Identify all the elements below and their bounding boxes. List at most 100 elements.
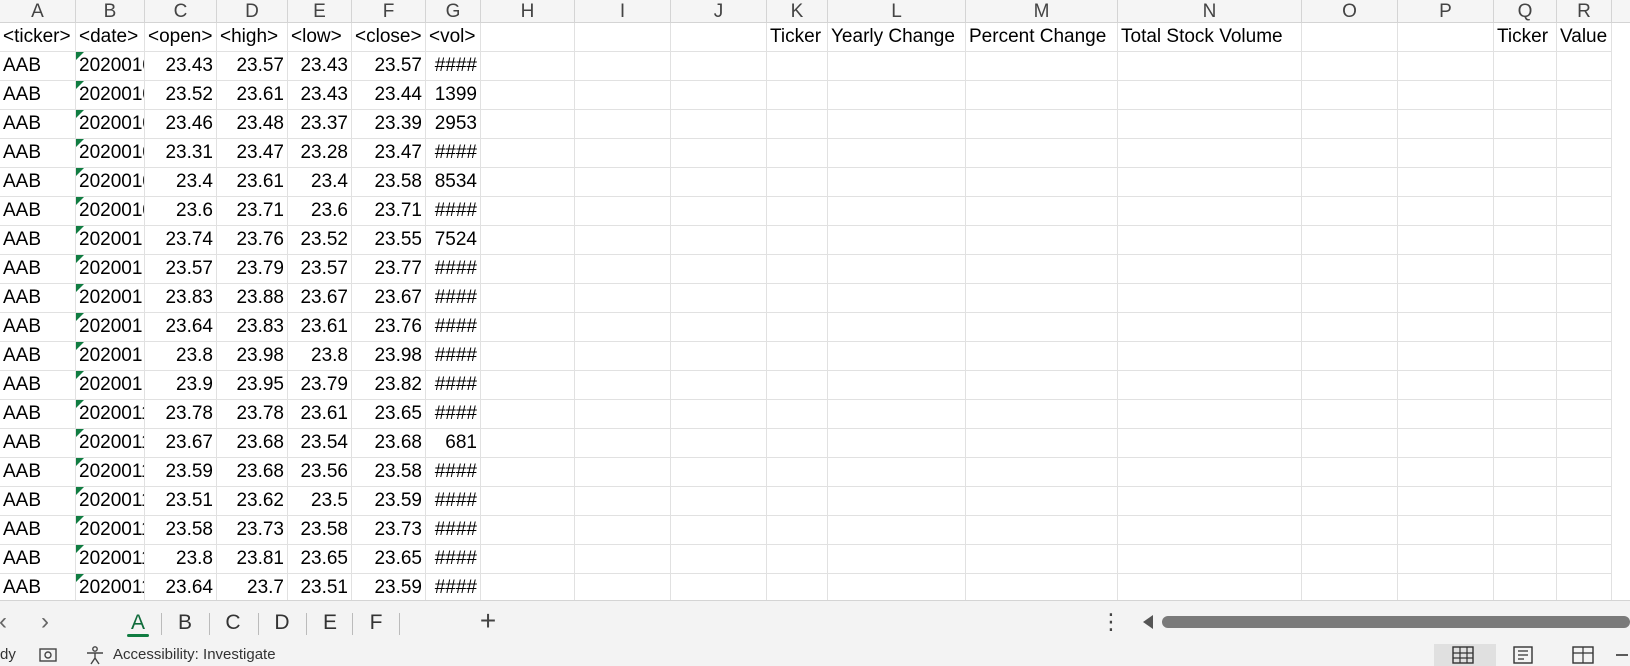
cell-p[interactable] xyxy=(1398,342,1494,371)
cell-q[interactable] xyxy=(1494,429,1557,458)
cell-b[interactable]: 2020011 xyxy=(76,574,145,600)
cell-p[interactable] xyxy=(1398,545,1494,574)
cell-h[interactable] xyxy=(481,400,575,429)
cell-r[interactable] xyxy=(1557,284,1612,313)
cell-l[interactable] xyxy=(828,255,966,284)
cell-n[interactable] xyxy=(1118,313,1302,342)
cell-g[interactable]: 1399 xyxy=(426,81,481,110)
cell-b[interactable]: 202001 xyxy=(76,284,145,313)
cell-c[interactable]: 23.31 xyxy=(145,139,217,168)
cell-g[interactable]: #### xyxy=(426,255,481,284)
cell-h[interactable] xyxy=(481,284,575,313)
cell-c[interactable]: 23.46 xyxy=(145,110,217,139)
cell-k[interactable] xyxy=(767,516,828,545)
cell-f[interactable]: 23.82 xyxy=(352,371,426,400)
cell-c[interactable]: 23.64 xyxy=(145,574,217,600)
column-header-d[interactable]: D xyxy=(217,0,288,23)
cell-j[interactable] xyxy=(671,400,767,429)
cell-q[interactable] xyxy=(1494,226,1557,255)
more-options-icon[interactable]: ⋮ xyxy=(1100,609,1122,634)
cell-b[interactable]: 202001 xyxy=(76,255,145,284)
cell-k[interactable] xyxy=(767,371,828,400)
cell-d[interactable]: 23.83 xyxy=(217,313,288,342)
cell-c[interactable]: <open> xyxy=(145,23,217,52)
cell-i[interactable] xyxy=(575,342,671,371)
cell-q[interactable] xyxy=(1494,81,1557,110)
cell-b[interactable]: 2020011 xyxy=(76,487,145,516)
cell-b[interactable]: 2020010 xyxy=(76,197,145,226)
cell-m[interactable] xyxy=(966,197,1118,226)
cell-b[interactable]: 2020011 xyxy=(76,458,145,487)
column-header-n[interactable]: N xyxy=(1118,0,1302,23)
cell-k[interactable] xyxy=(767,574,828,600)
cell-o[interactable] xyxy=(1302,226,1398,255)
page-layout-view-icon[interactable] xyxy=(1512,646,1534,664)
cell-n[interactable] xyxy=(1118,52,1302,81)
cell-g[interactable]: 2953 xyxy=(426,110,481,139)
cell-f[interactable]: 23.58 xyxy=(352,168,426,197)
cell-a[interactable]: AAB xyxy=(0,197,76,226)
cell-d[interactable]: 23.81 xyxy=(217,545,288,574)
cell-q[interactable] xyxy=(1494,545,1557,574)
cell-r[interactable] xyxy=(1557,255,1612,284)
cell-g[interactable]: #### xyxy=(426,342,481,371)
cell-b[interactable]: 2020010 xyxy=(76,110,145,139)
cell-f[interactable]: 23.55 xyxy=(352,226,426,255)
cell-l[interactable] xyxy=(828,139,966,168)
cell-e[interactable]: 23.51 xyxy=(288,574,352,600)
cell-m[interactable] xyxy=(966,313,1118,342)
cell-i[interactable] xyxy=(575,197,671,226)
cell-o[interactable] xyxy=(1302,139,1398,168)
sheet-tab-b[interactable]: B xyxy=(177,611,192,634)
cell-n[interactable] xyxy=(1118,110,1302,139)
cell-i[interactable] xyxy=(575,226,671,255)
cell-e[interactable]: 23.79 xyxy=(288,371,352,400)
cell-d[interactable]: 23.57 xyxy=(217,52,288,81)
cell-g[interactable]: #### xyxy=(426,139,481,168)
cell-c[interactable]: 23.67 xyxy=(145,429,217,458)
column-header-f[interactable]: F xyxy=(352,0,426,23)
cell-a[interactable]: AAB xyxy=(0,371,76,400)
cell-m[interactable]: Percent Change xyxy=(966,23,1118,52)
cell-q[interactable] xyxy=(1494,197,1557,226)
cell-j[interactable] xyxy=(671,139,767,168)
cell-o[interactable] xyxy=(1302,168,1398,197)
cell-b[interactable]: 2020010 xyxy=(76,81,145,110)
cell-d[interactable]: 23.48 xyxy=(217,110,288,139)
cell-q[interactable] xyxy=(1494,487,1557,516)
cell-q[interactable] xyxy=(1494,255,1557,284)
cell-e[interactable]: 23.8 xyxy=(288,342,352,371)
cell-a[interactable]: AAB xyxy=(0,574,76,600)
cell-c[interactable]: 23.83 xyxy=(145,284,217,313)
cell-j[interactable] xyxy=(671,487,767,516)
column-header-g[interactable]: G xyxy=(426,0,481,23)
cell-q[interactable] xyxy=(1494,371,1557,400)
cell-b[interactable]: 2020011 xyxy=(76,400,145,429)
cell-n[interactable] xyxy=(1118,255,1302,284)
cell-a[interactable]: AAB xyxy=(0,545,76,574)
column-header-p[interactable]: P xyxy=(1398,0,1494,23)
cell-r[interactable] xyxy=(1557,458,1612,487)
cell-r[interactable] xyxy=(1557,226,1612,255)
cell-p[interactable] xyxy=(1398,429,1494,458)
cell-k[interactable] xyxy=(767,197,828,226)
cell-l[interactable]: Yearly Change xyxy=(828,23,966,52)
cell-d[interactable]: 23.78 xyxy=(217,400,288,429)
page-break-view-icon[interactable] xyxy=(1572,646,1594,664)
cell-h[interactable] xyxy=(481,545,575,574)
cell-b[interactable]: 2020011 xyxy=(76,429,145,458)
cell-k[interactable] xyxy=(767,226,828,255)
cell-l[interactable] xyxy=(828,284,966,313)
cell-e[interactable]: 23.61 xyxy=(288,400,352,429)
cell-o[interactable] xyxy=(1302,23,1398,52)
cell-b[interactable]: 2020011 xyxy=(76,545,145,574)
cell-n[interactable] xyxy=(1118,516,1302,545)
cell-d[interactable]: 23.61 xyxy=(217,81,288,110)
cell-c[interactable]: 23.8 xyxy=(145,545,217,574)
cell-m[interactable] xyxy=(966,139,1118,168)
cell-n[interactable] xyxy=(1118,139,1302,168)
cell-g[interactable]: #### xyxy=(426,52,481,81)
cell-c[interactable]: 23.8 xyxy=(145,342,217,371)
cell-o[interactable] xyxy=(1302,429,1398,458)
cell-f[interactable]: 23.44 xyxy=(352,81,426,110)
